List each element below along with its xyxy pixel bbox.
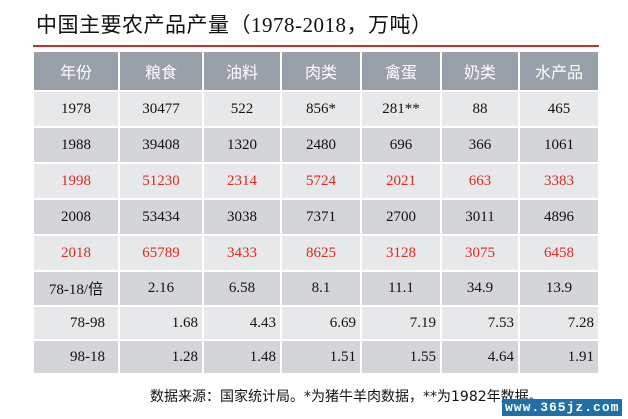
- title-underline: [33, 45, 599, 47]
- cell-fish: 1061: [518, 126, 598, 162]
- cell-grain: 1.28: [118, 339, 202, 373]
- page-title: 中国主要农产品产量（1978-2018，万吨）: [36, 10, 433, 40]
- cell-oil: 1320: [202, 126, 280, 162]
- cell-oil: 3433: [202, 234, 280, 270]
- cell-egg: 7.19: [360, 305, 440, 339]
- table-row: 1978 30477 522 856* 281** 88 465: [34, 90, 598, 126]
- cell-egg: 696: [360, 126, 440, 162]
- cell-egg: 11.1: [360, 270, 440, 305]
- table-row-highlighted: 1998 51230 2314 5724 2021 663 3383: [34, 162, 598, 198]
- cell-oil: 1.48: [202, 339, 280, 373]
- cell-egg: 281**: [360, 90, 440, 126]
- cell-meat: 1.51: [280, 339, 360, 373]
- cell-meat: 6.69: [280, 305, 360, 339]
- site-watermark: www.365jz.com: [502, 399, 623, 416]
- cell-milk: 663: [440, 162, 518, 198]
- column-header-year: 年份: [34, 52, 118, 90]
- source-note: 数据来源：国家统计局。*为猪牛羊肉数据，**为1982年数据。: [150, 389, 543, 405]
- cell-year: 98-18: [34, 339, 118, 373]
- cell-egg: 3128: [360, 234, 440, 270]
- cell-grain: 65789: [118, 234, 202, 270]
- cell-meat: 2480: [280, 126, 360, 162]
- cell-meat: 5724: [280, 162, 360, 198]
- cell-grain: 2.16: [118, 270, 202, 305]
- cell-year: 1988: [34, 126, 118, 162]
- cell-oil: 522: [202, 90, 280, 126]
- cell-grain: 53434: [118, 198, 202, 234]
- cell-year: 2008: [34, 198, 118, 234]
- cell-fish: 4896: [518, 198, 598, 234]
- cell-oil: 4.43: [202, 305, 280, 339]
- cell-grain: 39408: [118, 126, 202, 162]
- table-header-row: 年份 粮食 油料 肉类 禽蛋 奶类 水产品: [34, 52, 598, 90]
- cell-milk: 7.53: [440, 305, 518, 339]
- cell-fish: 465: [518, 90, 598, 126]
- title-main: 中国主要农产品产量: [36, 13, 230, 37]
- production-table: 年份 粮食 油料 肉类 禽蛋 奶类 水产品 1978 30477 522 856…: [34, 52, 598, 373]
- column-header-milk: 奶类: [440, 52, 518, 90]
- table-row-ratio: 78-18/倍 2.16 6.58 8.1 11.1 34.9 13.9: [34, 270, 598, 305]
- cell-meat: 7371: [280, 198, 360, 234]
- cell-fish: 7.28: [518, 305, 598, 339]
- cell-oil: 2314: [202, 162, 280, 198]
- cell-fish: 3383: [518, 162, 598, 198]
- cell-milk: 88: [440, 90, 518, 126]
- table-row-subperiod: 98-18 1.28 1.48 1.51 1.55 4.64 1.91: [34, 339, 598, 373]
- title-range: （1978-2018，万吨）: [229, 13, 433, 37]
- cell-oil: 6.58: [202, 270, 280, 305]
- table-row: 2008 53434 3038 7371 2700 3011 4896: [34, 198, 598, 234]
- cell-milk: 3011: [440, 198, 518, 234]
- cell-meat: 8.1: [280, 270, 360, 305]
- cell-egg: 1.55: [360, 339, 440, 373]
- cell-year: 1978: [34, 90, 118, 126]
- column-header-meat: 肉类: [280, 52, 360, 90]
- cell-milk: 3075: [440, 234, 518, 270]
- cell-grain: 30477: [118, 90, 202, 126]
- cell-year: 78-98: [34, 305, 118, 339]
- cell-milk: 4.64: [440, 339, 518, 373]
- cell-fish: 13.9: [518, 270, 598, 305]
- cell-meat: 856*: [280, 90, 360, 126]
- cell-milk: 366: [440, 126, 518, 162]
- cell-fish: 1.91: [518, 339, 598, 373]
- table-row: 1988 39408 1320 2480 696 366 1061: [34, 126, 598, 162]
- column-header-fish: 水产品: [518, 52, 598, 90]
- column-header-grain: 粮食: [118, 52, 202, 90]
- table-row-subperiod: 78-98 1.68 4.43 6.69 7.19 7.53 7.28: [34, 305, 598, 339]
- cell-oil: 3038: [202, 198, 280, 234]
- cell-year: 78-18/倍: [34, 270, 118, 305]
- cell-egg: 2021: [360, 162, 440, 198]
- column-header-egg: 禽蛋: [360, 52, 440, 90]
- cell-year: 2018: [34, 234, 118, 270]
- cell-milk: 34.9: [440, 270, 518, 305]
- cell-grain: 51230: [118, 162, 202, 198]
- table-row-highlighted: 2018 65789 3433 8625 3128 3075 6458: [34, 234, 598, 270]
- cell-egg: 2700: [360, 198, 440, 234]
- cell-meat: 8625: [280, 234, 360, 270]
- cell-grain: 1.68: [118, 305, 202, 339]
- cell-year: 1998: [34, 162, 118, 198]
- column-header-oil: 油料: [202, 52, 280, 90]
- cell-fish: 6458: [518, 234, 598, 270]
